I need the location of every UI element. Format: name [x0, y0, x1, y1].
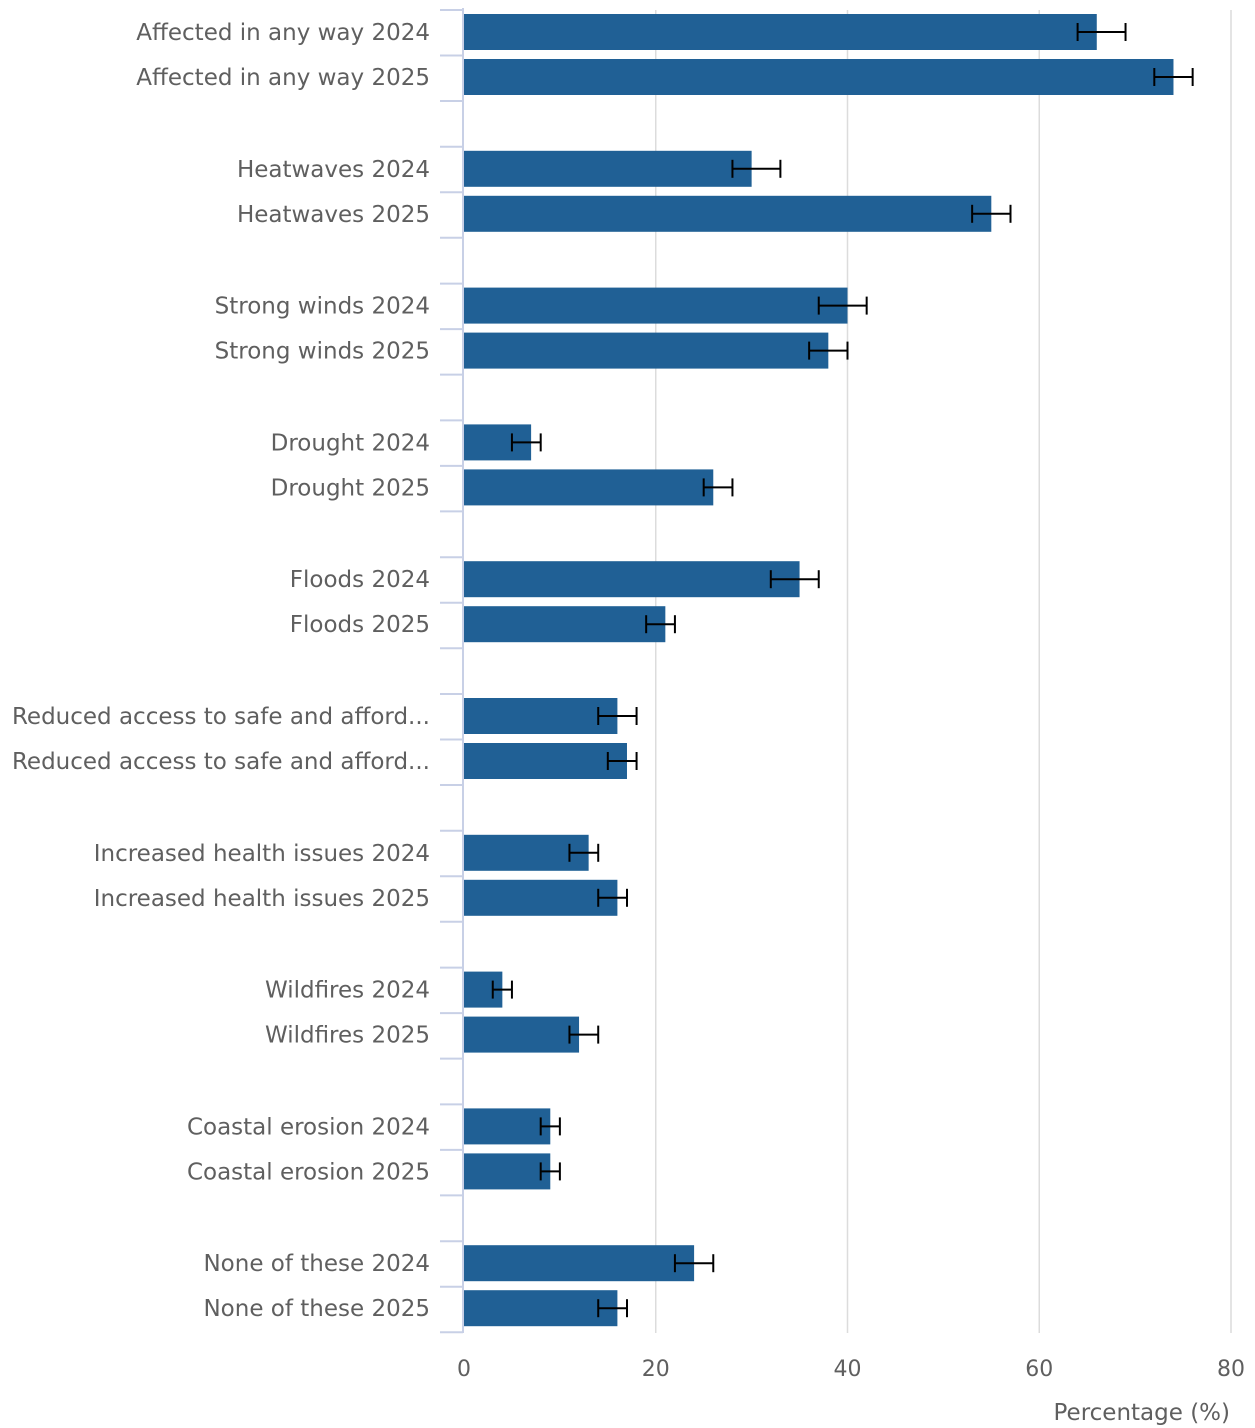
- bar: [464, 195, 992, 232]
- bar: [464, 743, 627, 779]
- bar: [464, 879, 618, 916]
- error-bar: [702, 478, 734, 497]
- error-bar: [971, 204, 1012, 223]
- bar: [464, 606, 666, 643]
- error-bar: [539, 1117, 561, 1136]
- bar: [464, 1290, 618, 1327]
- category-label: Reduced access to safe and afford...: [12, 704, 430, 730]
- x-axis-title: Percentage (%): [1054, 1400, 1231, 1426]
- bar: [464, 1153, 551, 1190]
- bar: [464, 834, 589, 871]
- error-bar: [510, 433, 542, 452]
- x-tick-label: 40: [834, 1357, 862, 1382]
- error-bar: [1076, 23, 1127, 41]
- error-bar: [597, 888, 628, 907]
- error-bar: [597, 1299, 628, 1318]
- x-tick-label: 80: [1217, 1357, 1245, 1382]
- error-bar: [673, 1254, 715, 1273]
- category-label: Heatwaves 2025: [237, 202, 430, 228]
- category-label: Coastal erosion 2024: [187, 1114, 430, 1140]
- x-axis-ticks: 0 20 40 60 80: [457, 1357, 1245, 1382]
- bar: [464, 561, 800, 598]
- bar: [464, 1245, 695, 1282]
- category-label: None of these 2024: [203, 1251, 430, 1277]
- bar: [464, 1016, 580, 1053]
- category-label: Coastal erosion 2025: [187, 1159, 430, 1185]
- error-bar: [539, 1162, 561, 1181]
- bar: [464, 59, 1174, 95]
- bar: [464, 287, 848, 324]
- category-label: Wildfires 2024: [265, 978, 430, 1004]
- category-label: Wildfires 2025: [265, 1023, 430, 1049]
- error-bar: [568, 1025, 600, 1044]
- bar: [464, 332, 829, 369]
- category-labels: Affected in any way 2024 Affected in any …: [12, 20, 430, 1322]
- category-label: Floods 2024: [290, 567, 430, 593]
- error-bar: [645, 615, 676, 634]
- error-bar: [808, 341, 849, 360]
- bar: [464, 469, 714, 506]
- category-label: Affected in any way 2025: [136, 65, 430, 91]
- category-label: Strong winds 2024: [215, 294, 430, 320]
- error-bar: [1153, 68, 1194, 86]
- category-label: Heatwaves 2024: [237, 157, 430, 183]
- bar: [464, 150, 752, 187]
- x-tick-label: 60: [1025, 1357, 1053, 1382]
- error-bars-group: [491, 23, 1194, 1318]
- error-bar: [769, 570, 820, 589]
- error-bar: [731, 159, 782, 178]
- category-label: Drought 2024: [271, 430, 430, 456]
- category-label: Strong winds 2025: [215, 339, 430, 365]
- category-label: Affected in any way 2024: [136, 20, 430, 46]
- bar: [464, 1108, 551, 1145]
- category-label: Drought 2025: [271, 475, 430, 501]
- x-tick-label: 20: [642, 1357, 670, 1382]
- bar: [464, 698, 618, 734]
- error-bar: [568, 843, 600, 862]
- bars-group: [464, 14, 1174, 1327]
- category-label: None of these 2025: [203, 1296, 430, 1322]
- category-label: Increased health issues 2025: [94, 886, 430, 912]
- x-tick-label: 0: [457, 1357, 471, 1382]
- category-label: Reduced access to safe and afford...: [12, 749, 430, 775]
- error-bar: [817, 296, 868, 315]
- bar: [464, 14, 1097, 50]
- y-axis: [440, 8, 464, 1334]
- error-bar: [606, 752, 638, 770]
- category-label: Increased health issues 2024: [94, 841, 430, 867]
- error-bar: [597, 707, 638, 725]
- error-bar: [491, 980, 513, 999]
- category-label: Floods 2025: [290, 612, 430, 638]
